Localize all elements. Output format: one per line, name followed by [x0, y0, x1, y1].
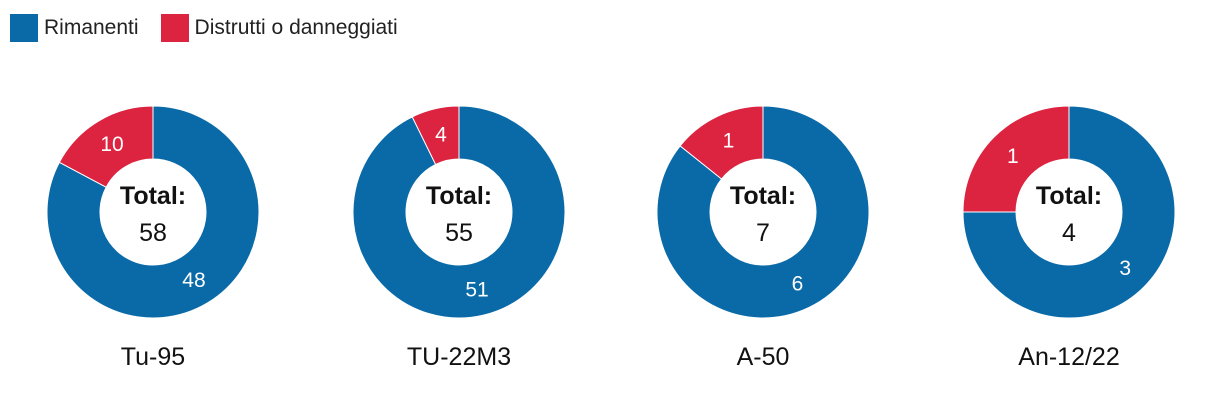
- total-label: Total:: [426, 182, 492, 210]
- slice-rimanenti: [656, 105, 870, 319]
- slice-distrutti: [58, 105, 154, 188]
- chart-category-label: An-12/22: [1018, 343, 1119, 371]
- legend-label-distrutti: Distrutti o danneggiati: [194, 16, 398, 39]
- slice-label-distrutti: 4: [435, 124, 447, 147]
- legend-label-rimanenti: Rimanenti: [44, 16, 139, 39]
- legend-swatch-distrutti: [160, 14, 189, 42]
- slice-label-rimanenti: 48: [182, 269, 205, 292]
- slice-distrutti: [962, 105, 1070, 213]
- slice-label-distrutti: 10: [100, 133, 123, 156]
- donut-a-50: 6 1 Total: 7 A-50: [656, 105, 870, 371]
- slice-rimanenti: [46, 105, 260, 319]
- legend-item-rimanenti: Rimanenti: [10, 14, 139, 42]
- chart-category-label: A-50: [737, 343, 790, 371]
- slice-distrutti: [411, 105, 460, 166]
- slice-label-rimanenti: 3: [1119, 257, 1131, 280]
- slice-label-rimanenti: 6: [792, 273, 804, 296]
- slice-rimanenti: [352, 105, 566, 319]
- donut-an-12-22: 3 1 Total: 4 An-12/22: [962, 105, 1176, 371]
- total-label: Total:: [120, 182, 186, 210]
- total-value: 55: [445, 219, 473, 247]
- slice-label-rimanenti: 51: [465, 278, 488, 301]
- slice-distrutti: [679, 105, 764, 180]
- donut-tu-22m3: 51 4 Total: 55 TU-22M3: [352, 105, 566, 371]
- legend-swatch-rimanenti: [10, 14, 38, 42]
- legend-item-distrutti: Distrutti o danneggiati: [160, 14, 398, 42]
- total-label: Total:: [730, 182, 796, 210]
- total-value: 4: [1062, 219, 1076, 247]
- total-label: Total:: [1036, 182, 1102, 210]
- slice-label-distrutti: 1: [1007, 145, 1019, 168]
- slice-rimanenti: [962, 105, 1176, 319]
- slice-label-distrutti: 1: [723, 129, 735, 152]
- chart-category-label: Tu-95: [121, 343, 185, 371]
- total-value: 7: [756, 219, 770, 247]
- chart-legend: Rimanenti Distrutti o danneggiati: [10, 14, 420, 42]
- donut-tu-95: 48 10 Total: 58 Tu-95: [46, 105, 260, 371]
- chart-category-label: TU-22M3: [407, 343, 511, 371]
- total-value: 58: [139, 219, 167, 247]
